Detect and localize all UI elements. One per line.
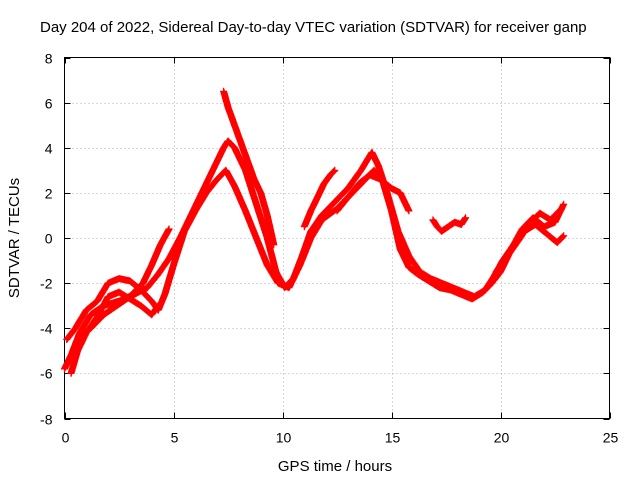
x-axis-label: GPS time / hours bbox=[278, 458, 392, 475]
data-points bbox=[61, 87, 568, 377]
series-track-4 bbox=[67, 288, 162, 377]
x-tick-label: 25 bbox=[603, 430, 619, 446]
x-tick-label: 10 bbox=[276, 430, 292, 446]
series-track-9 bbox=[492, 200, 568, 276]
plus-markers bbox=[429, 214, 470, 235]
plus-markers bbox=[63, 166, 565, 343]
y-tick-label: 6 bbox=[45, 96, 53, 112]
y-tick-label: -4 bbox=[40, 321, 53, 337]
y-tick-label: 2 bbox=[45, 186, 53, 202]
plus-markers bbox=[333, 171, 413, 215]
series-track-2 bbox=[63, 166, 565, 343]
x-tick-label: 15 bbox=[385, 430, 401, 446]
y-tick-label: 8 bbox=[45, 51, 53, 67]
y-tick-label: 4 bbox=[45, 141, 53, 157]
plus-markers bbox=[492, 200, 568, 276]
y-tick-label: -8 bbox=[40, 412, 53, 428]
y-tick-label: 0 bbox=[45, 231, 53, 247]
chart-title: Day 204 of 2022, Sidereal Day-to-day VTE… bbox=[40, 19, 587, 36]
grid bbox=[64, 57, 610, 419]
series-track-8 bbox=[429, 214, 470, 235]
y-tick-label: -6 bbox=[40, 366, 53, 382]
plus-markers bbox=[61, 137, 568, 373]
x-tick-label: 0 bbox=[62, 430, 70, 446]
y-tick-label: -2 bbox=[40, 276, 53, 292]
x-tick-label: 5 bbox=[171, 430, 179, 446]
series-track-6 bbox=[300, 166, 339, 231]
plus-markers bbox=[67, 288, 162, 377]
axis-ticks: 0 5 10 15 20 25 -8 -6 -4 -2 0 2 4 6 8 bbox=[40, 51, 618, 446]
x-tick-label: 20 bbox=[494, 430, 510, 446]
plus-markers bbox=[300, 166, 339, 231]
plus-markers bbox=[220, 87, 278, 249]
series-track-5 bbox=[220, 87, 278, 249]
series-track-7 bbox=[333, 171, 413, 215]
y-axis-label: SDTVAR / TECUs bbox=[6, 178, 23, 298]
series-track-1 bbox=[61, 137, 568, 373]
